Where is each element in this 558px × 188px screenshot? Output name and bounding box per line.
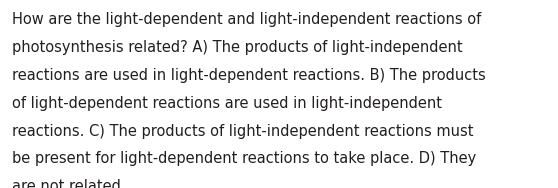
Text: photosynthesis related? A) The products of light-independent: photosynthesis related? A) The products …: [12, 40, 463, 55]
Text: reactions. C) The products of light-independent reactions must: reactions. C) The products of light-inde…: [12, 124, 474, 139]
Text: of light-dependent reactions are used in light-independent: of light-dependent reactions are used in…: [12, 96, 442, 111]
Text: reactions are used in light-dependent reactions. B) The products: reactions are used in light-dependent re…: [12, 68, 486, 83]
Text: are not related.: are not related.: [12, 179, 126, 188]
Text: How are the light-dependent and light-independent reactions of: How are the light-dependent and light-in…: [12, 12, 482, 27]
Text: be present for light-dependent reactions to take place. D) They: be present for light-dependent reactions…: [12, 151, 477, 166]
